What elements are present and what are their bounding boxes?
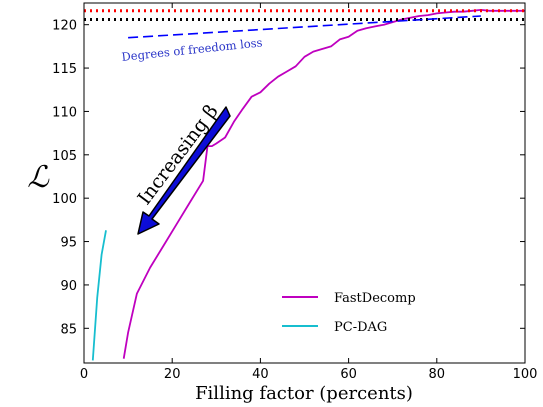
x-tick-label-0: 0 bbox=[80, 367, 88, 382]
y-axis-label: ℒ bbox=[27, 160, 50, 195]
x-tick-label-60: 60 bbox=[340, 367, 357, 382]
x-tick-label-100: 100 bbox=[513, 367, 538, 382]
y-tick-label-85: 85 bbox=[60, 322, 77, 337]
y-tick-label-120: 120 bbox=[52, 19, 77, 34]
ticks-layer: 0 20 40 60 80 100 85 90 95 100 105 110 115 120 bbox=[52, 3, 537, 382]
legend-label-pc-dag: PC-DAG bbox=[334, 320, 387, 335]
x-tick-label-20: 20 bbox=[164, 367, 181, 382]
annotation-degrees-of-freedom-loss: Degrees of freedom loss bbox=[121, 35, 263, 64]
series-line-reference-dashed-4 bbox=[128, 15, 481, 39]
y-tick-label-95: 95 bbox=[60, 236, 77, 251]
y-tick-label-105: 105 bbox=[52, 149, 77, 164]
y-tick-label-115: 115 bbox=[52, 62, 77, 77]
legend-label-fastdecomp: FastDecomp bbox=[334, 291, 416, 306]
x-tick-label-80: 80 bbox=[429, 367, 446, 382]
increasing-beta-arrow bbox=[137, 106, 231, 235]
legend: FastDecomp PC-DAG bbox=[282, 291, 416, 335]
series-line-fastdecomp bbox=[122, 8, 525, 359]
x-axis-label: Filling factor (percents) bbox=[195, 383, 413, 404]
y-tick-label-100: 100 bbox=[52, 192, 77, 207]
x-tick-label-40: 40 bbox=[252, 367, 269, 382]
annotation-increasing-beta: Increasing β bbox=[133, 100, 222, 209]
series-line-pc-dag bbox=[91, 230, 107, 361]
plot-frame bbox=[83, 2, 526, 364]
y-tick-label-110: 110 bbox=[52, 105, 77, 120]
y-tick-label-90: 90 bbox=[60, 279, 77, 294]
series-layer bbox=[84, 8, 525, 361]
